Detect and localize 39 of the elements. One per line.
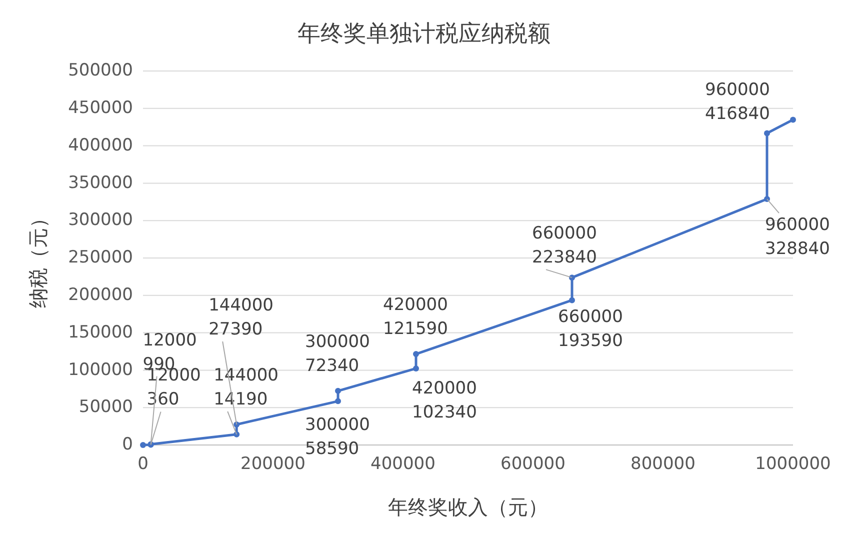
annotation: 660000 193590 (558, 306, 623, 351)
point (413, 351, 419, 358)
y-tick-label: 500000 (68, 60, 133, 81)
annotation: 144000 27390 (208, 295, 274, 340)
point (569, 297, 575, 304)
x-tick-label: 200000 (240, 454, 306, 474)
x-tick-label: 0 (138, 454, 148, 474)
y-tick-label: 200000 (68, 285, 133, 306)
x-tick-label: 800000 (630, 454, 696, 474)
x-tick-label: 600000 (500, 454, 566, 474)
y-tick-label: 50000 (78, 397, 133, 418)
y-tick-label: 400000 (68, 135, 133, 156)
annotation: 660000 223840 (532, 223, 597, 268)
point (335, 388, 341, 394)
annotation: 960000 328840 (765, 214, 830, 259)
y-tick-label: 150000 (68, 322, 133, 342)
y-tick-label: 450000 (68, 98, 133, 118)
point (140, 442, 146, 448)
annotation: 420000 102340 (412, 378, 477, 422)
x-tick-label: 400000 (370, 454, 436, 474)
x-tick-label: 1000000 (755, 454, 831, 474)
point (335, 398, 341, 404)
annotation: 420000 121590 (383, 294, 448, 339)
point (569, 274, 575, 281)
y-axis-title: 纳税（元） (26, 208, 50, 308)
annotation: 300000 58590 (305, 414, 370, 459)
chart-title: 年终奖单独计税应纳税额 (298, 21, 550, 47)
point (790, 116, 796, 123)
y-tick-label: 300000 (68, 210, 133, 230)
point (413, 365, 419, 372)
annotation: 144000 14190 (214, 365, 279, 410)
annotation: 960000 416840 (705, 80, 770, 124)
x-axis-title: 年终奖收入（元） (388, 495, 548, 519)
y-tick-label: 350000 (68, 172, 133, 193)
annotation: 300000 72340 (305, 332, 370, 376)
y-tick-label: 0 (122, 434, 133, 455)
y-tick-label: 100000 (68, 360, 133, 380)
point (764, 130, 770, 136)
y-tick-label: 250000 (68, 248, 133, 268)
